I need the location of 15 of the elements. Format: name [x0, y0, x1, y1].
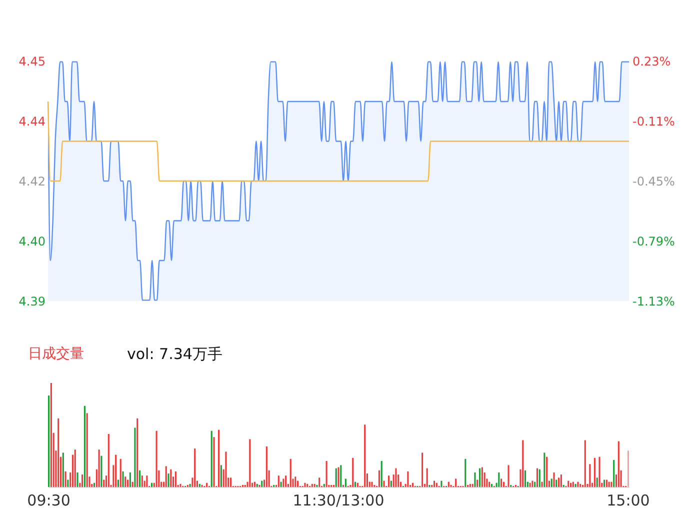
x-tick-label: 11:30/13:00: [292, 492, 384, 510]
y-tick-label: 4.44: [18, 114, 46, 128]
y2-tick-label: -0.45%: [632, 174, 675, 188]
y2-tick-label: -0.79%: [632, 234, 675, 248]
y2-tick-label: 0.23%: [632, 54, 671, 68]
y-tick-label: 4.42: [18, 174, 46, 188]
y2-tick-label: -1.13%: [632, 294, 675, 308]
y-tick-label: 4.40: [18, 234, 46, 248]
x-tick-label: 15:00: [606, 492, 650, 510]
y2-tick-label: -0.11%: [632, 114, 675, 128]
text: 日成交量: [28, 346, 84, 362]
y-tick-label: 4.45: [18, 54, 46, 68]
text: vol: 7.34万手: [127, 345, 222, 363]
x-tick-label: 09:30: [27, 492, 70, 510]
y-tick-label: 4.39: [18, 294, 46, 308]
